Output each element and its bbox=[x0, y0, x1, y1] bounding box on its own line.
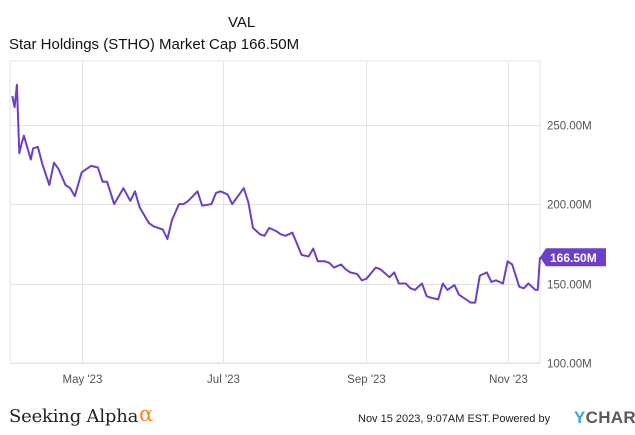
alpha-icon: α bbox=[139, 402, 154, 426]
y-tick-label: 100.00M bbox=[547, 359, 592, 371]
last-value-badge bbox=[540, 248, 606, 267]
powered-by-label: Powered by bbox=[492, 413, 551, 425]
footer: Seeking Alphaα Nov 15 2023, 9:07AM EST. … bbox=[0, 398, 635, 435]
y-tick-label: 150.00M bbox=[547, 280, 592, 292]
x-tick-label: May '23 bbox=[63, 374, 103, 386]
chart-subtitle-val: VAL bbox=[228, 14, 256, 31]
plot-frame bbox=[9, 60, 541, 364]
ycharts-logo-text: CHARTS bbox=[585, 408, 635, 427]
timestamp: Nov 15 2023, 9:07AM EST. bbox=[358, 413, 491, 425]
ycharts-y-icon: Y bbox=[574, 408, 586, 427]
x-tick-label: Jul '23 bbox=[207, 374, 240, 386]
seeking-alpha-logo-text: Seeking Alpha bbox=[9, 406, 139, 427]
y-tick-label: 250.00M bbox=[547, 121, 592, 133]
ycharts-logo[interactable]: YCHARTS bbox=[574, 408, 635, 428]
chart: 100.00M 150.00M 200.00M 250.00M May '23 Jul '… bbox=[9, 60, 606, 386]
y-tick-label: 200.00M bbox=[547, 200, 592, 212]
last-value-label: 166.50M bbox=[550, 251, 597, 265]
chart-title: Star Holdings (STHO) Market Cap 166.50M bbox=[9, 36, 300, 53]
seeking-alpha-logo[interactable]: Seeking Alphaα bbox=[9, 402, 154, 427]
series-line bbox=[11, 83, 541, 304]
x-tick-label: Sep '23 bbox=[347, 374, 386, 386]
x-tick-label: Nov '23 bbox=[489, 374, 528, 386]
